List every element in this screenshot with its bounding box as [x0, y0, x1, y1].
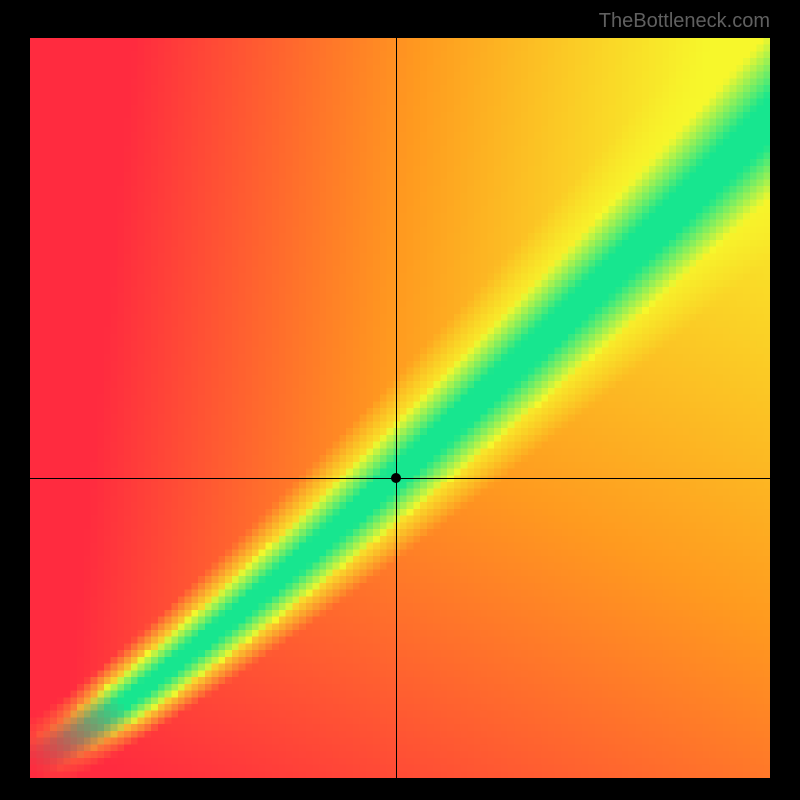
crosshair-vertical — [396, 38, 397, 778]
crosshair-marker — [391, 473, 401, 483]
bottleneck-heatmap — [30, 38, 770, 778]
watermark-text: TheBottleneck.com — [599, 10, 770, 33]
heatmap-canvas — [30, 38, 770, 778]
